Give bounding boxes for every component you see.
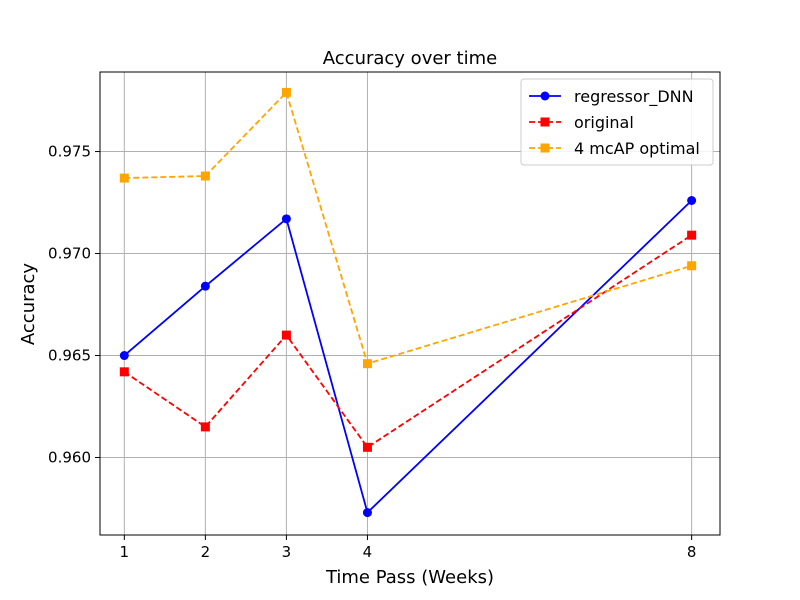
x-axis-label: Time Pass (Weeks) [325, 567, 494, 588]
data-point-4-mcap-optimal [200, 171, 210, 181]
legend-marker-original [540, 117, 550, 127]
legend-label-regressor-dnn: regressor_DNN [574, 87, 694, 107]
plot-frame [99, 71, 721, 536]
data-point-4-mcap-optimal [362, 359, 372, 369]
chart-title: Accuracy over time [323, 48, 497, 69]
data-point-regressor-dnn [119, 351, 129, 361]
data-point-original [687, 230, 697, 240]
legend-label-original: original [574, 113, 634, 132]
grid-layer [100, 72, 720, 535]
series-regressor-dnn [119, 195, 697, 518]
series-original [119, 230, 697, 452]
data-point-4-mcap-optimal [687, 261, 697, 271]
y-tick-label: 0.965 [48, 347, 91, 365]
y-tick-label: 0.970 [48, 245, 91, 263]
data-point-regressor-dnn [200, 281, 210, 291]
x-tick-label: 8 [687, 543, 697, 561]
data-point-4-mcap-optimal [281, 87, 291, 97]
series-layer [119, 87, 697, 518]
data-point-regressor-dnn [687, 195, 697, 205]
x-tick-label: 1 [120, 543, 130, 561]
y-axis-label: Accuracy [18, 263, 39, 346]
data-point-regressor-dnn [281, 214, 291, 224]
series-4-mcap-optimal [119, 87, 697, 369]
data-point-original [362, 442, 372, 452]
legend-box [520, 78, 714, 166]
series-line-4-mcap-optimal [124, 90, 692, 365]
data-point-original [281, 330, 291, 340]
data-point-original [119, 367, 129, 377]
y-tick-label: 0.975 [48, 143, 91, 161]
legend-marker-4-mcap-optimal [540, 143, 550, 153]
x-tick-label: 3 [282, 543, 292, 561]
legend-label-4-mcap-optimal: 4 mcAP optimal [574, 139, 700, 158]
legend: regressor_DNN original 4 mcAP optimal [520, 78, 714, 166]
x-tick-label: 4 [363, 543, 373, 561]
data-point-original [200, 422, 210, 432]
x-tick-label: 2 [201, 543, 211, 561]
y-tick-label: 0.960 [48, 448, 91, 466]
tick-layer: 1 2 3 4 8 0.960 0.965 0.970 0.975 [48, 143, 696, 561]
data-point-regressor-dnn [362, 508, 372, 518]
data-point-4-mcap-optimal [119, 173, 129, 183]
legend-marker-regressor-dnn [540, 91, 550, 101]
